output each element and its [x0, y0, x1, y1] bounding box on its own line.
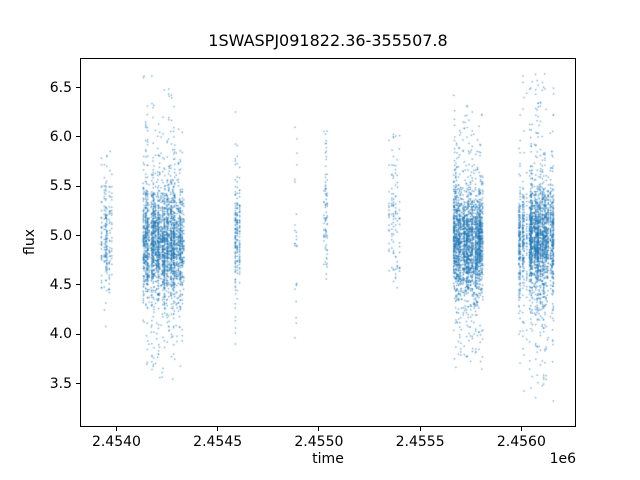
x-tick-label: 2.4545 [193, 434, 243, 450]
x-tick-mark [217, 427, 219, 431]
x-tick-label: 2.4555 [395, 434, 445, 450]
y-tick-mark [76, 383, 80, 385]
x-tick-mark [115, 427, 117, 431]
y-tick-mark [76, 235, 80, 237]
y-tick-label: 6.5 [49, 79, 72, 96]
x-tick-mark [318, 427, 320, 431]
plot-area [80, 58, 576, 427]
y-tick-label: 4.0 [49, 326, 72, 343]
x-tick-label: 2.4550 [294, 434, 344, 450]
y-tick-mark [76, 284, 80, 286]
x-tick-mark [419, 427, 421, 431]
x-tick-label: 2.4560 [496, 434, 546, 450]
y-tick-label: 4.5 [49, 276, 72, 293]
x-tick-label: 2.4540 [91, 434, 141, 450]
y-tick-label: 5.5 [49, 178, 72, 195]
x-axis-offset-text: 1e6 [549, 451, 576, 467]
y-tick-label: 3.5 [49, 375, 72, 392]
x-axis-label: time [312, 451, 344, 467]
y-tick-label: 5.0 [49, 227, 72, 244]
x-tick-mark [520, 427, 522, 431]
plot-canvas [81, 59, 575, 426]
chart-title: 1SWASPJ091822.36-355507.8 [208, 31, 448, 50]
y-tick-mark [76, 136, 80, 138]
y-tick-mark [76, 87, 80, 89]
y-tick-label: 6.0 [49, 128, 72, 145]
y-tick-mark [76, 333, 80, 335]
y-tick-mark [76, 185, 80, 187]
